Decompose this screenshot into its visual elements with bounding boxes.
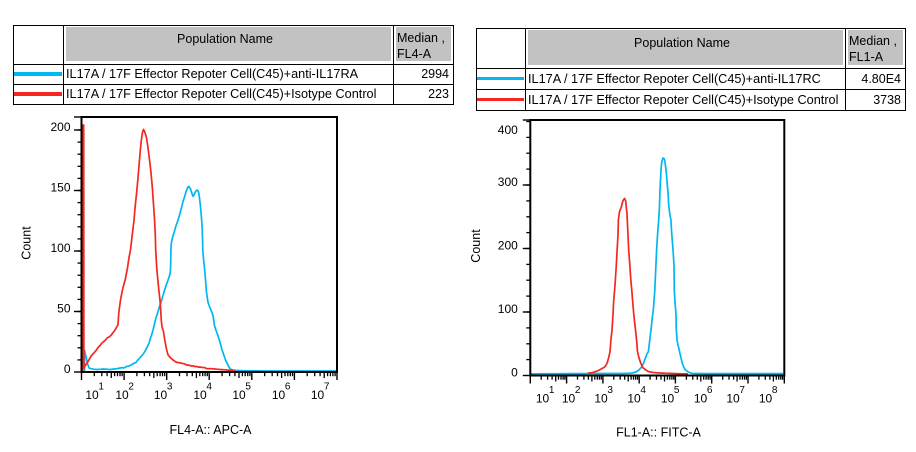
- svg-text:6: 6: [285, 382, 291, 393]
- svg-text:10: 10: [272, 388, 286, 402]
- svg-text:Count: Count: [20, 226, 34, 260]
- svg-text:10: 10: [594, 392, 608, 406]
- svg-text:1: 1: [98, 382, 104, 393]
- svg-text:2: 2: [575, 385, 581, 396]
- svg-text:10: 10: [726, 392, 740, 406]
- svg-text:7: 7: [324, 382, 330, 393]
- svg-text:10: 10: [311, 388, 325, 402]
- svg-text:2: 2: [128, 382, 134, 393]
- svg-text:10: 10: [232, 388, 246, 402]
- svg-text:3: 3: [167, 382, 173, 393]
- svg-text:4: 4: [640, 385, 646, 396]
- svg-text:6: 6: [707, 385, 713, 396]
- svg-text:10: 10: [85, 388, 99, 402]
- svg-text:0: 0: [511, 365, 518, 379]
- svg-text:50: 50: [57, 301, 71, 315]
- svg-text:3: 3: [607, 385, 613, 396]
- svg-text:150: 150: [50, 180, 70, 194]
- svg-text:Count: Count: [469, 229, 483, 263]
- svg-text:10: 10: [115, 388, 129, 402]
- svg-text:100: 100: [50, 241, 70, 255]
- svg-text:200: 200: [50, 120, 70, 134]
- svg-text:10: 10: [694, 392, 708, 406]
- svg-text:8: 8: [772, 385, 778, 396]
- svg-text:10: 10: [759, 392, 773, 406]
- svg-text:FL1-A:: FITC-A: FL1-A:: FITC-A: [616, 425, 701, 439]
- svg-text:10: 10: [661, 392, 675, 406]
- svg-text:10: 10: [627, 392, 641, 406]
- svg-text:200: 200: [498, 238, 518, 252]
- svg-text:10: 10: [193, 388, 207, 402]
- svg-text:0: 0: [64, 362, 71, 376]
- svg-text:5: 5: [674, 385, 680, 396]
- svg-text:10: 10: [562, 392, 576, 406]
- svg-text:7: 7: [739, 385, 745, 396]
- svg-text:100: 100: [498, 302, 518, 316]
- svg-text:10: 10: [154, 388, 168, 402]
- svg-text:10: 10: [536, 392, 550, 406]
- svg-text:400: 400: [498, 123, 518, 137]
- svg-text:1: 1: [549, 385, 555, 396]
- svg-text:300: 300: [498, 175, 518, 189]
- svg-text:5: 5: [245, 382, 251, 393]
- svg-text:4: 4: [206, 382, 212, 393]
- svg-text:FL4-A:: APC-A: FL4-A:: APC-A: [170, 423, 253, 437]
